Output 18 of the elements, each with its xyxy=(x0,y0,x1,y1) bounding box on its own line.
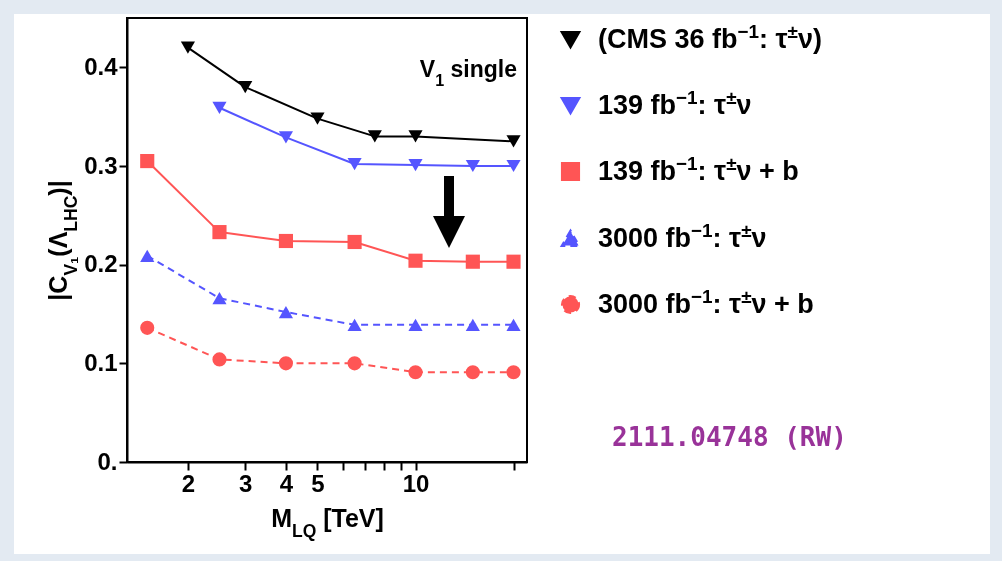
x-tick-label: 4 xyxy=(279,469,294,497)
y-tick-label: 0. xyxy=(97,447,118,475)
x-axis-title: M$_{LQ}$ [TeV] xyxy=(271,503,384,541)
y-tick-label: 0.1 xyxy=(84,348,118,376)
legend-label: 3000 fb$^{−1}$: τ$^{±}$ν + b xyxy=(598,285,814,319)
y-tick-label: 0.2 xyxy=(84,250,118,278)
text: 2111.04748 (RW) xyxy=(612,422,847,452)
x-tick-label: 10 xyxy=(402,469,430,497)
y-tick-label: 0.3 xyxy=(84,151,118,179)
x-tick-label: 3 xyxy=(239,469,253,497)
legend-label: (CMS 36 fb$^{−1}$: τ$^{±}$ν) xyxy=(598,20,822,54)
legend-label: 3000 fb$^{−1}$: τ$^{±}$ν xyxy=(598,219,767,253)
legend-label: 139 fb$^{−1}$: τ$^{±}$ν + b xyxy=(598,152,799,186)
legend-label: 139 fb$^{−1}$: τ$^{±}$ν xyxy=(598,86,752,120)
y-tick-label: 0.4 xyxy=(84,52,119,80)
annotation: V$_{1}$ single xyxy=(419,56,517,89)
x-tick-label: 2 xyxy=(181,469,196,497)
x-tick-label: 5 xyxy=(311,469,325,497)
